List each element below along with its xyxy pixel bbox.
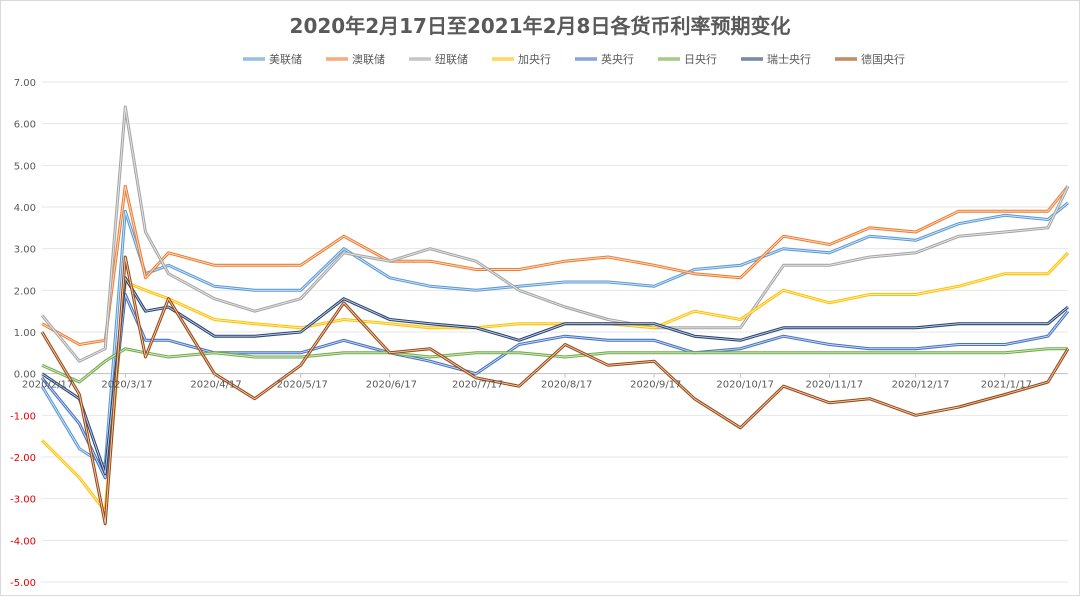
y-tick-label: -4.00 (10, 536, 36, 547)
series-2 (41, 184, 1070, 346)
legend: 美联储 澳联储 纽联储 加央行 英央行 日央行 瑞士央行 德国央行 (243, 52, 905, 66)
series-layer (40, 105, 1070, 526)
x-tick-label: 2020/8/17 (541, 380, 592, 391)
y-tick-label: 7.00 (14, 78, 36, 89)
legend-label: 澳联储 (352, 52, 385, 66)
series-3 (40, 105, 1070, 363)
series-7 (41, 276, 1069, 476)
x-axis: 2020/2/17 2020/3/17 2020/4/17 2020/5/17 2020… (22, 373, 1032, 391)
legend-item: 日央行 (658, 53, 717, 66)
y-tick-label: -2.00 (10, 453, 36, 464)
x-tick-label: 2020/12/17 (892, 380, 950, 391)
x-tick-label: 2020/2/17 (22, 380, 73, 391)
x-tick-label: 2020/7/17 (452, 380, 503, 391)
series-line-highlight (41, 256, 1069, 525)
legend-item: 瑞士央行 (741, 52, 811, 66)
series-line-highlight (41, 348, 1068, 383)
y-tick-label: 4.00 (14, 203, 36, 214)
series-4 (40, 251, 1070, 513)
y-tick-label: -5.00 (10, 578, 36, 589)
y-tick-label: 2.00 (14, 286, 36, 297)
legend-label: 德国央行 (861, 52, 905, 66)
series-8 (40, 255, 1070, 526)
y-tick-label: -1.00 (10, 411, 36, 422)
x-tick-label: 2021/1/17 (981, 380, 1032, 391)
series-line-highlight (41, 185, 1069, 345)
legend-label: 美联储 (269, 52, 302, 66)
series-6 (41, 347, 1068, 384)
legend-item: 英央行 (575, 52, 634, 66)
y-axis: 7.00 6.00 5.00 4.00 3.00 2.00 1.00 0.00 -1.00 -2.… (10, 78, 36, 589)
x-tick-label: 2020/5/17 (277, 380, 328, 391)
series-line-highlight (41, 277, 1069, 475)
x-tick-label: 2020/11/17 (805, 380, 863, 391)
y-tick-label: 0.00 (14, 370, 36, 381)
y-tick-label: -3.00 (10, 495, 36, 506)
series-line-highlight (41, 106, 1069, 362)
x-tick-label: 2020/10/17 (716, 380, 774, 391)
x-tick-label: 2020/4/17 (190, 380, 241, 391)
series-line-highlight (41, 252, 1069, 512)
x-tick-label: 2020/3/17 (101, 380, 152, 391)
chart-title: 2020年2月17日至2021年2月8日各货币利率预期变化 (290, 14, 791, 38)
x-tick-label: 2020/6/17 (366, 380, 417, 391)
legend-label: 纽联储 (435, 52, 468, 66)
y-tick-label: 6.00 (14, 120, 36, 131)
legend-item: 美联储 (243, 52, 302, 66)
y-tick-label: 1.00 (14, 328, 36, 339)
legend-label: 英央行 (601, 52, 634, 66)
x-tick-label: 2020/9/17 (630, 380, 681, 391)
legend-item: 德国央行 (835, 52, 905, 66)
legend-label: 瑞士央行 (767, 52, 811, 66)
y-tick-label: 3.00 (14, 245, 36, 256)
y-tick-label: 5.00 (14, 161, 36, 172)
legend-label: 日央行 (684, 53, 717, 66)
legend-label: 加央行 (518, 53, 551, 66)
legend-item: 纽联储 (409, 52, 468, 66)
legend-item: 加央行 (492, 53, 551, 66)
legend-item: 澳联储 (326, 52, 385, 66)
